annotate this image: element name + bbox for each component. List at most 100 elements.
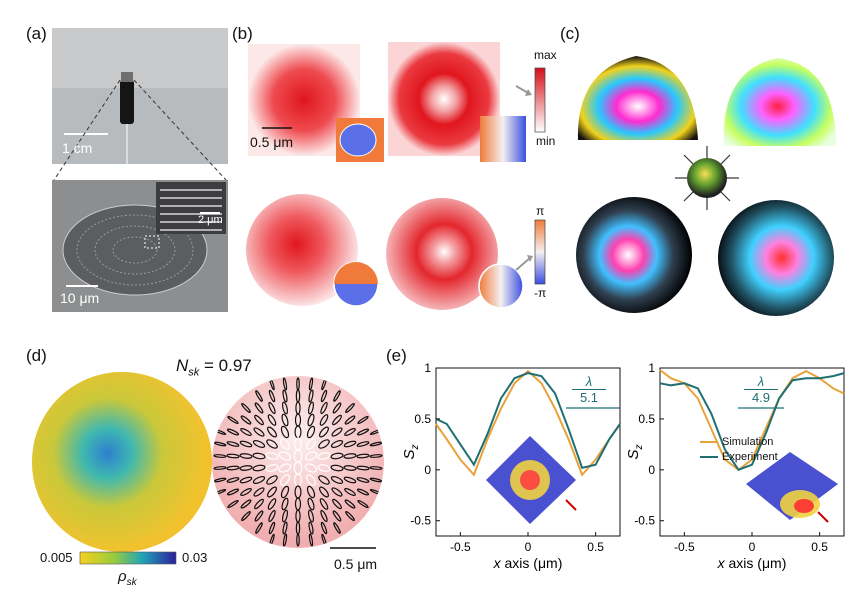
polarization-ellipse <box>268 521 276 535</box>
y-tick-label: 0.5 <box>638 412 655 426</box>
panel-c <box>576 56 836 316</box>
polarization-ellipse <box>308 377 314 391</box>
polarization-ellipse <box>344 499 356 509</box>
panel-label-a: (a) <box>26 24 47 43</box>
polarization-ellipse <box>280 438 290 450</box>
polarization-ellipse <box>268 401 276 415</box>
polarization-ellipse <box>356 428 370 436</box>
polarization-ellipse <box>281 401 289 415</box>
polarization-ellipse <box>252 464 266 472</box>
polarization-ellipse <box>281 497 289 511</box>
polarization-ellipse <box>226 453 240 459</box>
y-tick-label: 0 <box>424 463 431 477</box>
polarization-ellipse <box>330 452 344 460</box>
amp-min-label: min <box>536 134 556 148</box>
polarization-ellipse <box>343 465 357 471</box>
polarization-ellipse <box>306 474 316 486</box>
polarization-ellipse <box>254 498 264 510</box>
panel-d <box>32 372 384 565</box>
polarization-ellipse <box>268 389 276 403</box>
polarization-ellipse <box>241 510 251 522</box>
polarization-ellipse <box>253 487 265 497</box>
polarization-ellipse <box>332 498 342 510</box>
polarization-ellipse <box>331 487 343 497</box>
x-axis-label: x axis (μm) <box>717 555 787 571</box>
polarization-ellipse <box>319 498 329 510</box>
polarization-ellipse <box>255 522 263 534</box>
polarization-ellipse <box>267 498 277 510</box>
polarization-ellipse <box>267 486 277 498</box>
polarization-ellipse <box>330 464 344 472</box>
polarization-ellipse <box>319 486 329 498</box>
fiber-tip <box>120 80 134 124</box>
polarization-ellipse <box>267 426 277 438</box>
polarization-ellipse <box>356 441 370 447</box>
polarization-ellipse <box>282 521 288 535</box>
polarization-ellipse <box>320 389 328 403</box>
series-line-simulation <box>435 369 621 477</box>
polarization-ellipse <box>280 485 290 499</box>
dome-exp-1 <box>576 197 692 313</box>
y-tick-label: 0.5 <box>414 412 431 426</box>
series-line-simulation <box>659 369 845 472</box>
legend-item-simulation: Simulation <box>700 435 778 450</box>
phase-colorbar <box>534 219 546 285</box>
polarization-ellipse <box>252 476 266 484</box>
polarization-ellipse <box>226 465 240 471</box>
polarization-ellipse <box>369 454 383 458</box>
polarization-ellipse <box>319 426 329 438</box>
sz-chart-left: -0.5 0 0.5 1 0.5 0 -0.5 x axis (μm) Sz <box>401 361 621 571</box>
polarization-ellipse <box>280 425 290 439</box>
series-line-experiment <box>659 372 845 472</box>
polarization-ellipse <box>281 509 289 523</box>
rho-label: ρsk <box>118 568 137 588</box>
polarization-ellipse <box>239 440 253 448</box>
polarization-ellipse <box>345 510 355 522</box>
scale-label-top: 1 cm <box>62 140 93 156</box>
polarization-ellipse <box>357 499 369 509</box>
polarization-ellipse <box>319 414 329 426</box>
dome-sim-2 <box>723 58 836 146</box>
polarization-ellipse <box>345 402 355 414</box>
polarization-ellipse <box>306 425 316 439</box>
polarization-ellipse <box>333 390 341 402</box>
polarization-ellipse <box>356 465 370 471</box>
x-tick-label: -0.5 <box>674 540 695 554</box>
polarization-ellipse <box>307 401 315 415</box>
panel-b <box>246 42 546 310</box>
polarization-ellipse <box>332 402 342 414</box>
scale-label-b: 0.5 μm <box>250 134 294 150</box>
polarization-ellipse <box>317 452 331 460</box>
amp-map-sk-1 <box>246 194 358 306</box>
polarization-ellipse <box>267 414 277 426</box>
y-tick-label: -0.5 <box>410 514 431 528</box>
fraction-left: λ 5.1 <box>572 374 606 405</box>
polarization-ellipse <box>356 477 370 483</box>
polarization-ellipse <box>320 509 328 523</box>
polarization-ellipse <box>278 463 292 473</box>
polarization-ellipse <box>278 451 292 461</box>
series-line-experiment <box>435 372 621 469</box>
polarization-ellipse <box>330 476 344 484</box>
polarization-ellipse <box>227 499 239 509</box>
polarization-ellipse <box>282 377 288 391</box>
polarization-ellipse <box>252 440 266 448</box>
polarization-ellipse <box>320 401 328 415</box>
polarization-ellipse <box>253 427 265 437</box>
polarization-ellipse <box>369 466 383 470</box>
polarization-ellipse <box>240 499 252 509</box>
polarization-ellipse <box>318 475 330 485</box>
polarization-ellipse <box>296 533 300 547</box>
polarization-ellipse <box>282 389 288 403</box>
polarization-ellipse <box>227 415 239 425</box>
vector-inset-right <box>746 452 838 523</box>
scale-label-inset: 2 μm <box>198 214 223 226</box>
x-tick-label: 0.5 <box>587 540 604 554</box>
scale-label-bottom: 10 μm <box>60 290 100 306</box>
polarization-ellipse <box>254 414 264 426</box>
rho-map <box>32 372 212 552</box>
x-axis-label: x axis (μm) <box>493 555 563 571</box>
phase-min-label: -π <box>534 286 547 300</box>
polarization-ellipse <box>282 533 288 547</box>
zoom-box <box>144 235 160 249</box>
